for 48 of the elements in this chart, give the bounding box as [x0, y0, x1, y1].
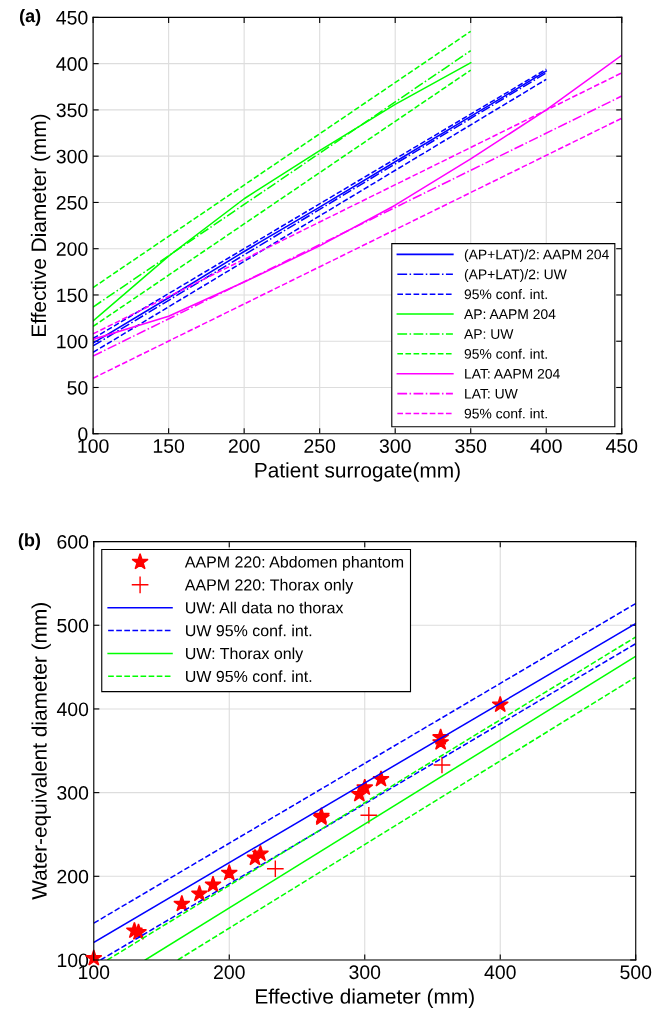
x-tick-label: 350: [455, 439, 487, 453]
x-tick-label: 400: [530, 439, 562, 453]
x-tick-label: 100: [78, 439, 109, 453]
y-axis-title: Effective Diameter (mm): [30, 114, 51, 336]
x-tick-label: 300: [349, 965, 381, 980]
y-tick-label: 400: [56, 57, 88, 71]
y-tick-label: 300: [56, 149, 88, 164]
legend-label: UW 95% conf. int.: [186, 624, 312, 637]
x-axis-title: Patient surrogate(mm): [255, 462, 460, 482]
chart-title: (b): [18, 533, 41, 550]
x-axis-title: Effective diameter (mm): [256, 988, 474, 1008]
y-tick-label: 450: [56, 10, 88, 25]
legend-label: AP: AAPM 204: [464, 309, 556, 320]
legend-label: LAT: UW: [465, 388, 518, 399]
y-tick-label: 50: [67, 380, 88, 395]
y-tick-label: 100: [57, 334, 88, 349]
y-tick-label: 250: [56, 195, 88, 210]
x-tick-label: 200: [228, 439, 260, 453]
y-tick-label: 400: [56, 702, 89, 717]
y-tick-label: 150: [57, 288, 88, 303]
y-axis-title: Water-equivalent diameter (mm): [31, 603, 51, 900]
legend-label: (AP+LAT)/2: UW: [464, 269, 567, 283]
y-tick-label: 200: [57, 869, 89, 884]
legend-label: AAPM 220: Thorax only: [184, 578, 354, 594]
x-tick-label: 400: [484, 965, 516, 980]
x-tick-label: 150: [153, 439, 185, 453]
y-tick-label: 200: [56, 242, 88, 256]
legend-label: AP: UW: [464, 329, 514, 339]
legend-label: (AP+LAT)/2: AAPM 204: [464, 249, 609, 263]
legend-label: LAT: AAPM 204: [465, 368, 560, 379]
legend-label: UW 95% conf. int.: [186, 670, 312, 683]
y-tick-label: 350: [56, 103, 88, 118]
x-tick-label: 450: [606, 439, 638, 453]
y-tick-label: 500: [57, 618, 89, 633]
x-tick-label: 200: [214, 965, 245, 980]
y-tick-label: 300: [57, 786, 89, 800]
x-tick-label: 500: [620, 965, 652, 980]
y-tick-label: 600: [57, 535, 89, 549]
chart-title: (a): [19, 8, 41, 26]
legend-label: 95% conf. int.: [464, 408, 547, 419]
y-tick-label: 0: [78, 427, 88, 441]
x-tick-label: 250: [304, 439, 336, 453]
legend-label: UW: Thorax only: [186, 647, 304, 663]
legend-label: UW: All data no thorax: [186, 601, 344, 614]
legend-label: 95% conf. int.: [464, 348, 547, 359]
x-tick-label: 300: [379, 439, 411, 453]
legend-label: 95% conf. int.: [464, 288, 547, 300]
legend-label: AAPM 220: Abdomen phantom: [184, 555, 404, 571]
